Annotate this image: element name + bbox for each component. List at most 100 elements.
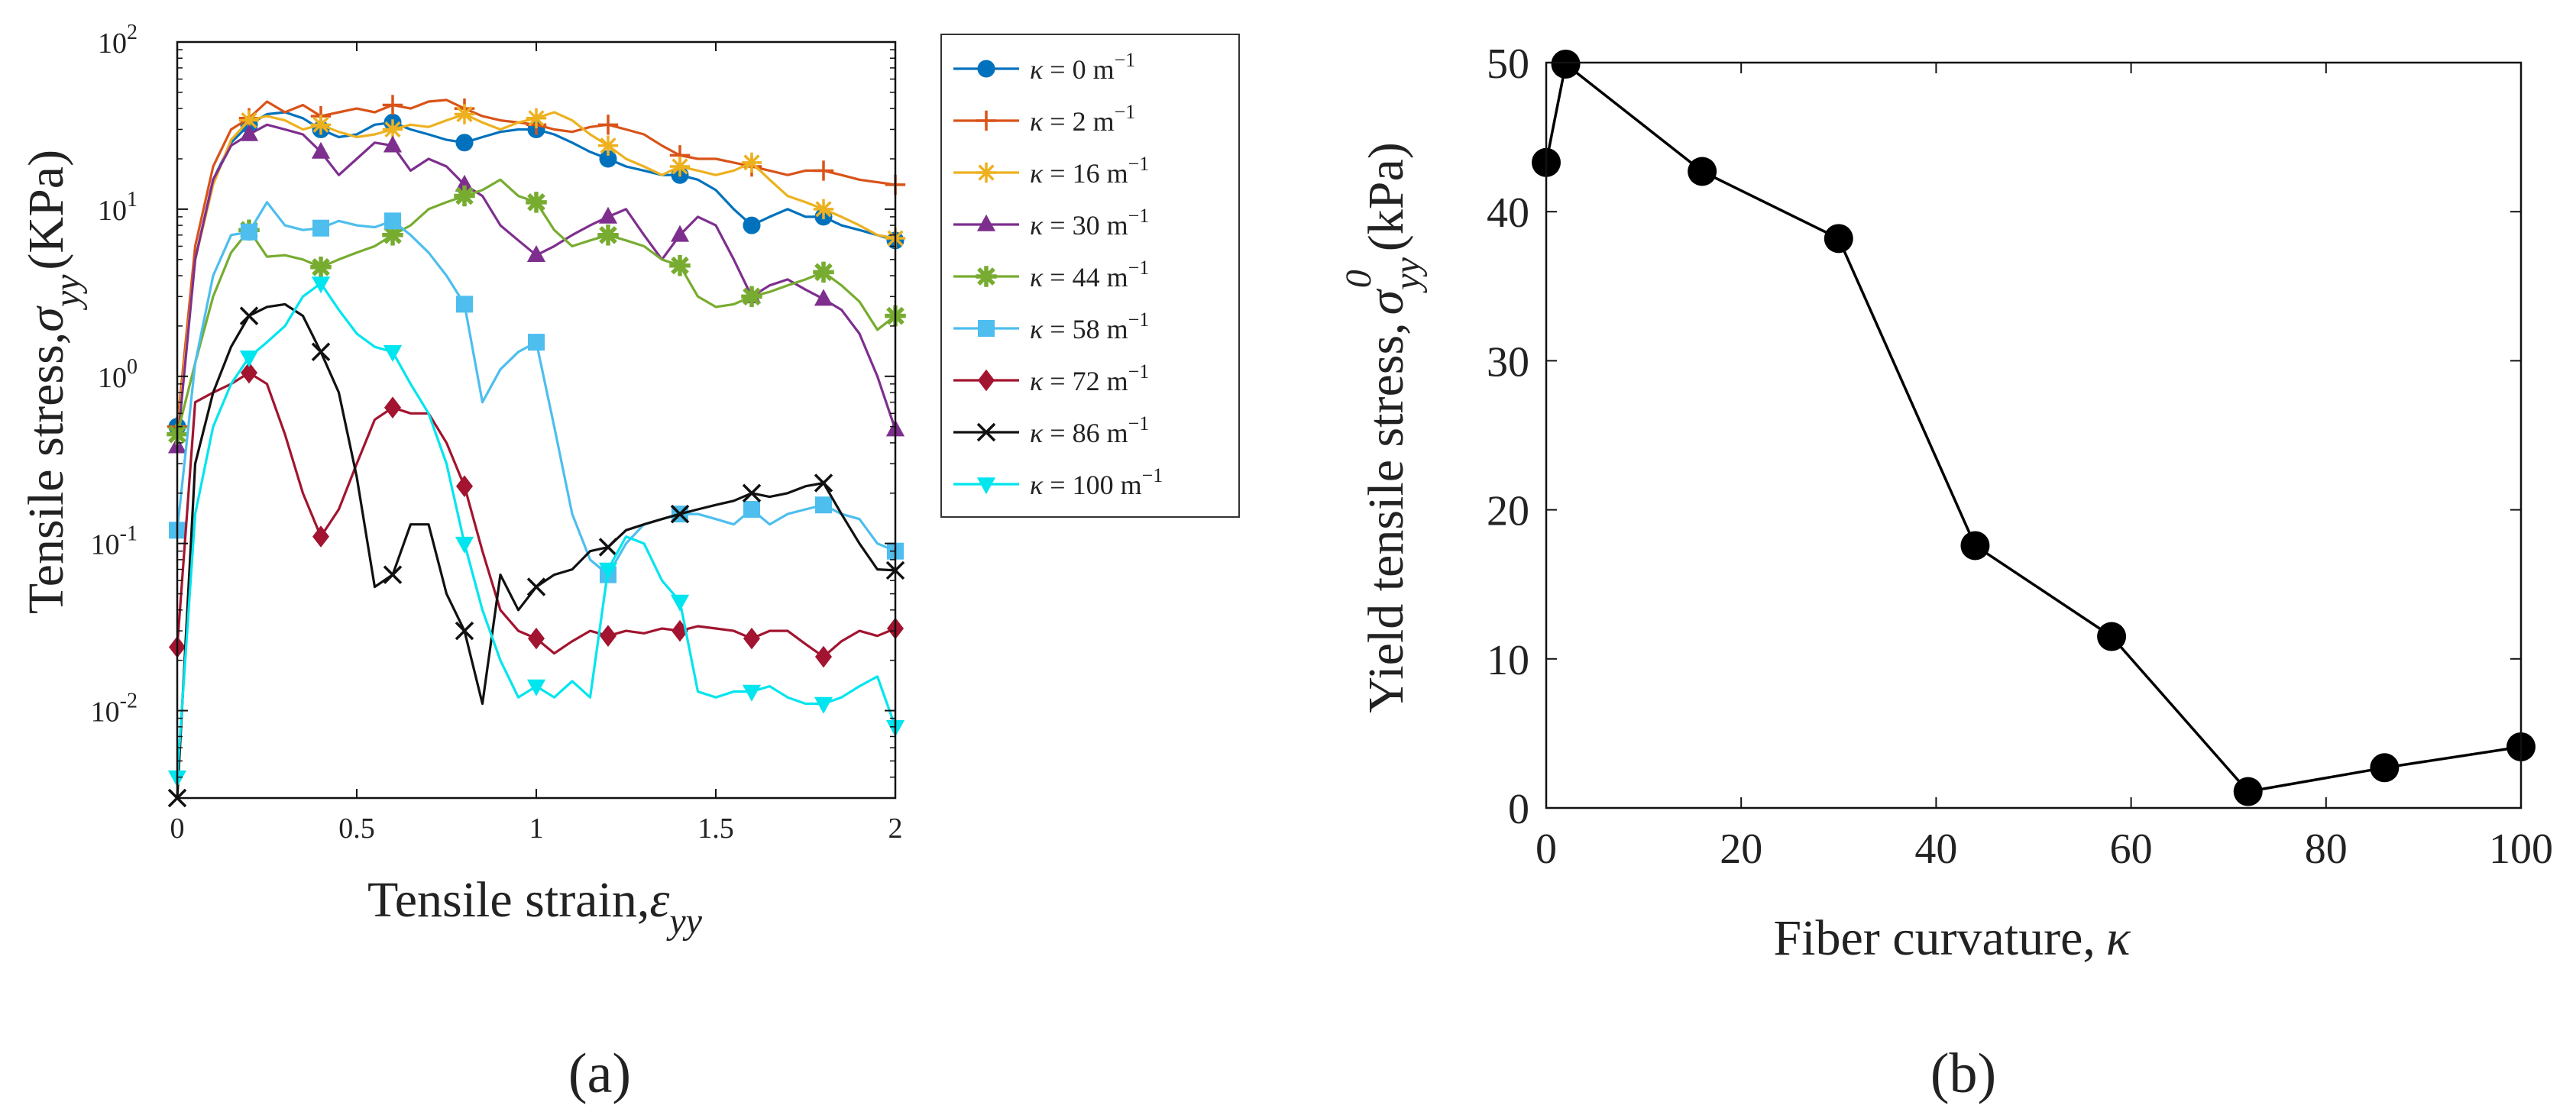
data-point-kappa-44: [454, 185, 475, 207]
data-point-kappa-44: [669, 254, 691, 276]
data-point-kappa-16: [1688, 157, 1717, 186]
data-point-kappa-100: [526, 679, 546, 696]
data-point-kappa-16: [669, 156, 691, 177]
data-point-kappa-30: [383, 135, 403, 153]
legend-marker: [976, 422, 996, 442]
legend-entry-kappa-2: κ = 2 m−1: [953, 101, 1135, 137]
y-tick-label: 100: [98, 355, 138, 394]
series-line-kappa-100: [176, 282, 897, 777]
y-tick-label: 50: [1487, 40, 1529, 88]
panel-b-series-group: [1532, 49, 2536, 806]
panel-a-series-group: [167, 95, 906, 808]
data-point-kappa-16: [310, 115, 332, 135]
data-point-kappa-58: [384, 212, 401, 230]
data-point-kappa-86: [670, 504, 690, 524]
legend-entry-kappa-86: κ = 86 m−1: [953, 412, 1149, 448]
panel-a-legend: κ = 0 m−1 κ = 2 m−1 κ = 16 m−1 κ = 30 m−1 κ …: [940, 34, 1240, 518]
panel-b-chart: 0 20 40 60 80 100 0 10 20 30 40 50 Fiber curvature…: [1338, 40, 2553, 1105]
data-point-kappa-44: [813, 261, 834, 283]
panel-a-y-ticks: 10-2 10-1 100 101 102: [91, 21, 895, 799]
panel-b-plot-frame: [1545, 61, 2523, 809]
data-point-kappa-72: [815, 645, 832, 668]
data-point-kappa-86: [598, 538, 618, 557]
data-point-kappa-30: [1824, 224, 1853, 254]
legend-label: κ = 72 m−1: [1030, 360, 1149, 396]
legend-label: κ = 100 m−1: [1030, 464, 1163, 500]
data-point-kappa-72: [600, 625, 616, 647]
legend-entry-kappa-0: κ = 0 m−1: [953, 49, 1135, 85]
legend-marker: [976, 110, 997, 131]
data-point-kappa-30: [814, 289, 833, 306]
data-point-kappa-72: [241, 361, 257, 384]
data-point-kappa-100: [670, 594, 690, 612]
data-point-kappa-100: [311, 276, 331, 294]
legend-label: κ = 44 m−1: [1030, 257, 1149, 292]
legend-entry-kappa-30: κ = 30 m−1: [953, 205, 1149, 241]
x-tick-label: 20: [1720, 826, 1762, 873]
series-line-kappa-2: [176, 99, 896, 427]
data-point-kappa-86: [383, 565, 403, 584]
x-tick-label: 2: [888, 813, 903, 845]
y-tick-label: 10-1: [91, 522, 138, 561]
y-tick-label: 102: [98, 21, 138, 60]
data-point-kappa-72: [2233, 777, 2263, 806]
data-point-kappa-30: [598, 206, 618, 224]
y-tick-label: 0: [1508, 786, 1529, 833]
legend-label: κ = 30 m−1: [1030, 205, 1149, 241]
legend-marker: [977, 60, 995, 78]
data-point-kappa-44: [310, 257, 332, 278]
data-point-kappa-30: [670, 225, 690, 242]
panel-a-chart: 0 0.5 1 1.5 2 10-2 10-1 100 101 102 Tensile stra…: [18, 21, 1240, 1105]
data-point-kappa-44: [741, 286, 762, 308]
x-tick-label: 40: [1914, 826, 1957, 873]
legend-marker: [976, 266, 997, 287]
data-point-kappa-72: [384, 396, 401, 419]
series-line-kappa-86: [176, 302, 896, 799]
data-point-kappa-86: [455, 621, 474, 641]
data-point-kappa-58: [456, 296, 473, 313]
data-point-kappa-16: [813, 199, 834, 220]
legend-marker: [978, 320, 995, 337]
data-point-kappa-2: [1551, 49, 1581, 79]
data-point-kappa-44: [526, 192, 547, 213]
data-point-kappa-44: [382, 225, 403, 246]
data-point-kappa-16: [741, 152, 762, 173]
panel-b-x-axis-label: Fiber curvature, κ: [1773, 910, 2131, 966]
data-point-kappa-2: [597, 115, 619, 135]
data-point-kappa-16: [597, 135, 619, 156]
data-point-kappa-16: [382, 119, 403, 140]
data-point-kappa-30: [239, 124, 259, 141]
panel-b-y-ticks: 0 10 20 30 40 50: [1487, 40, 2521, 833]
legend-label: κ = 16 m−1: [1030, 153, 1149, 189]
y-tick-label: 20: [1487, 488, 1529, 535]
data-point-kappa-100: [814, 696, 833, 714]
legend-label: κ = 58 m−1: [1030, 309, 1149, 344]
data-point-kappa-58: [743, 500, 760, 518]
y-tick-label: 101: [98, 188, 138, 227]
data-point-kappa-0: [743, 216, 761, 234]
data-point-kappa-16: [454, 104, 475, 124]
legend-entry-kappa-44: κ = 44 m−1: [953, 257, 1149, 292]
y-tick-label: 10-2: [91, 690, 138, 729]
data-point-kappa-58: [312, 219, 329, 237]
legend-entry-kappa-100: κ = 100 m−1: [953, 464, 1163, 500]
data-point-kappa-100: [598, 562, 618, 580]
series-line-kappa-44: [176, 178, 896, 435]
data-point-kappa-72: [312, 525, 329, 548]
legend-label: κ = 2 m−1: [1030, 101, 1135, 137]
data-point-kappa-58: [528, 334, 545, 351]
panel-b-x-ticks: 0 20 40 60 80 100: [1536, 63, 2553, 873]
panel-a-x-axis-label: Tensile strain,εyy: [367, 872, 703, 942]
data-point-kappa-72: [456, 475, 473, 498]
data-point-kappa-86: [526, 577, 546, 596]
data-point-kappa-2: [382, 95, 403, 115]
legend-entry-kappa-58: κ = 58 m−1: [953, 309, 1149, 344]
x-tick-label: 1.5: [697, 813, 734, 845]
x-tick-label: 80: [2305, 826, 2348, 873]
x-tick-label: 60: [2110, 826, 2153, 873]
data-point-kappa-100: [742, 684, 762, 702]
series-line-kappa-0: [176, 111, 896, 427]
y-tick-label: 10: [1487, 637, 1529, 684]
data-point-kappa-44: [1960, 531, 1990, 561]
